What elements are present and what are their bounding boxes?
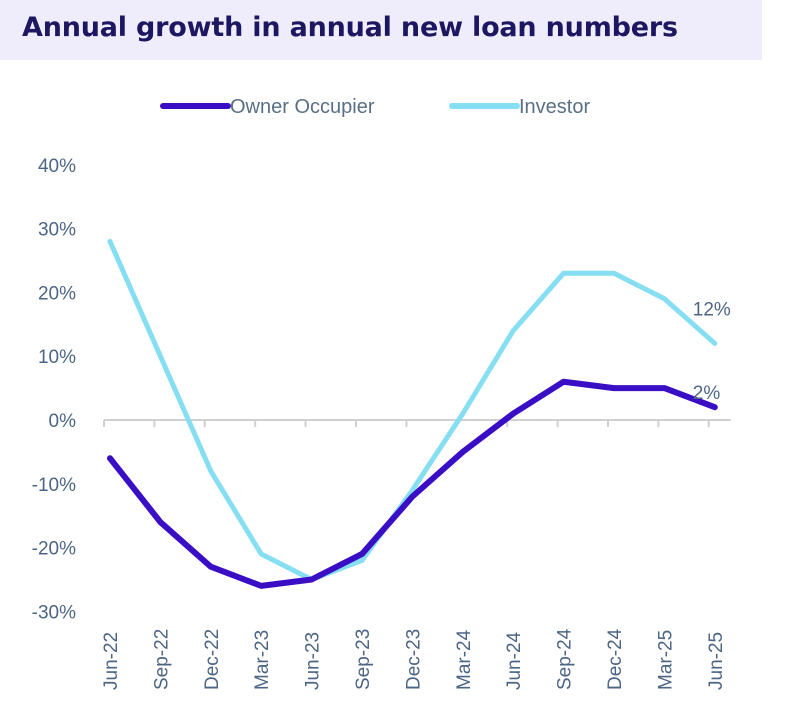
legend-item: Investor (449, 96, 590, 118)
x-tick-label: Jun-25 (706, 632, 727, 690)
y-tick-label: 20% (38, 283, 76, 304)
legend-label: Owner Occupier (230, 96, 375, 118)
y-tick-label: 0% (49, 411, 77, 432)
x-tick-label: Jun-23 (303, 632, 324, 690)
x-tick-label: Mar-25 (655, 630, 676, 690)
data-labels: 2% 12% (693, 299, 731, 404)
x-tick-label: Dec-23 (403, 629, 424, 690)
end-value-label: 2% (693, 383, 721, 404)
legend-label: Investor (519, 96, 590, 118)
series-group (107, 238, 718, 589)
x-tick-label: Sep-22 (151, 629, 172, 690)
y-tick-label: 40% (38, 156, 76, 177)
series-line-investor (107, 238, 718, 582)
title-bar: Annual growth in annual new loan numbers (0, 0, 762, 60)
x-tick-label: Jun-24 (504, 631, 525, 690)
y-tick-label: -30% (32, 602, 76, 623)
y-axis: 40% 30% 20% 10% 0% -10% -20% -30% (32, 156, 76, 624)
chart-title: Annual growth in annual new loan numbers (22, 12, 678, 43)
legend: Owner Occupier Investor (160, 96, 590, 118)
series-line-owner-occupier (107, 378, 718, 589)
x-tick-label: Mar-23 (252, 630, 273, 690)
x-axis: Jun-22 Sep-22 Dec-22 Mar-23 Jun-23 Sep-23 Dec-… (101, 419, 731, 690)
x-tick-label: Sep-23 (353, 629, 374, 690)
legend-item: Owner Occupier (160, 96, 375, 118)
x-tick-label: Sep-24 (555, 628, 576, 690)
x-tick-label: Mar-24 (454, 629, 475, 690)
x-tick-label: Dec-24 (605, 628, 626, 690)
x-tick-label: Dec-22 (202, 629, 223, 690)
x-tick-label: Jun-22 (101, 632, 122, 690)
y-tick-label: 30% (38, 220, 76, 241)
y-tick-label: -10% (32, 475, 76, 496)
y-tick-label: 10% (38, 347, 76, 368)
end-value-label: 12% (693, 299, 731, 320)
y-tick-label: -20% (32, 539, 76, 560)
